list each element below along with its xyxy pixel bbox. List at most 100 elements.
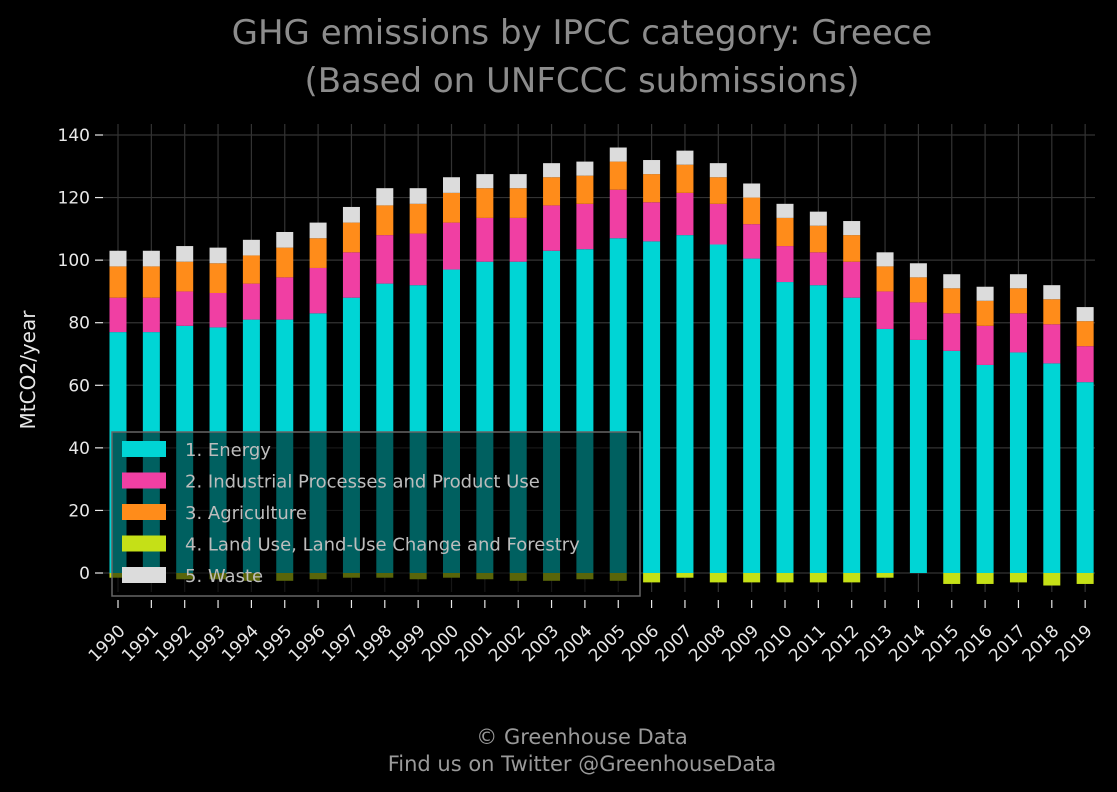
- bar-segment-4-2011: [809, 573, 827, 583]
- bar-segment-5-2005: [609, 147, 627, 162]
- x-tick-label: 2017: [985, 621, 1030, 666]
- bar-segment-3-2013: [876, 266, 894, 292]
- bar-segment-2-2012: [843, 261, 861, 298]
- bar-segment-2-1994: [242, 283, 260, 320]
- bar-segment-3-1999: [409, 203, 427, 234]
- bar-segment-3-2002: [509, 188, 527, 218]
- bar-segment-5-1992: [176, 246, 194, 262]
- bar-segment-2-2018: [1043, 324, 1061, 364]
- x-tick-label: 1991: [118, 621, 163, 666]
- bar-segment-2-2011: [809, 252, 827, 286]
- legend-label: 3. Agriculture: [185, 503, 307, 524]
- bar-segment-1-2013: [876, 328, 894, 573]
- bar-segment-3-2011: [809, 225, 827, 253]
- y-axis-label: MtCO2/year: [16, 310, 40, 430]
- x-tick-label: 2003: [518, 621, 563, 666]
- bar-segment-3-1996: [309, 238, 327, 268]
- bar-segment-5-2014: [909, 263, 927, 278]
- bar-segment-2-2010: [776, 246, 794, 283]
- legend-swatch: [122, 504, 166, 520]
- legend-box: [111, 431, 641, 597]
- bar-segment-2-1999: [409, 233, 427, 286]
- bar-segment-2-2019: [1076, 346, 1094, 383]
- bar-segment-3-2003: [543, 177, 561, 206]
- bar-segment-2-2013: [876, 291, 894, 329]
- y-tick-label: 100: [58, 251, 90, 271]
- legend-label: 1. Energy: [185, 440, 271, 461]
- x-tick-label: 1996: [285, 621, 330, 666]
- x-tick-label: 1998: [352, 621, 397, 666]
- bar-segment-5-1990: [109, 250, 127, 267]
- x-tick-label: 2014: [885, 621, 930, 666]
- bar-segment-2-1993: [209, 292, 227, 328]
- bar-segment-2-2004: [576, 203, 594, 250]
- bar-segment-5-2000: [443, 177, 460, 193]
- legend-label: 4. Land Use, Land-Use Change and Forestr…: [185, 535, 580, 556]
- bar-segment-5-2012: [843, 221, 861, 236]
- x-tick-label: 2007: [652, 621, 697, 666]
- bar-segment-1-2007: [676, 235, 694, 573]
- bar-segment-2-2002: [509, 217, 527, 262]
- legend-swatch: [122, 472, 166, 489]
- x-tick-label: 2013: [852, 621, 897, 666]
- y-tick-label: 0: [79, 564, 90, 584]
- bar-segment-5-2002: [509, 174, 527, 189]
- x-tick-label: 2009: [718, 621, 763, 666]
- x-tick-label: 1992: [151, 621, 196, 666]
- bar-segment-5-2004: [576, 161, 594, 176]
- credit-line-1: © Greenhouse Data: [476, 725, 687, 749]
- x-tick-label: 2005: [585, 621, 630, 666]
- x-tick-label: 2006: [618, 621, 663, 666]
- bar-segment-2-2000: [443, 222, 460, 270]
- bar-segment-5-2001: [476, 174, 494, 189]
- x-tick-label: 2000: [418, 621, 463, 666]
- legend: 1. Energy 2. Industrial Processes and Pro…: [111, 431, 641, 597]
- bar-segment-1-2012: [843, 297, 861, 573]
- bar-segment-2-2003: [543, 205, 561, 251]
- chart-title: GHG emissions by IPCC category: Greece: [232, 13, 933, 53]
- bar-segment-1-2017: [1009, 352, 1027, 573]
- bar-segment-5-1998: [376, 188, 394, 206]
- bar-segment-3-2012: [843, 235, 861, 262]
- bar-segment-5-2015: [943, 274, 961, 289]
- x-tick-label: 1995: [252, 621, 297, 666]
- x-tick-label: 2008: [685, 621, 730, 666]
- bar-segment-4-2015: [943, 573, 961, 584]
- x-tick-label: 2019: [1052, 621, 1097, 666]
- bar-segment-2-2014: [909, 302, 927, 340]
- bar-segment-1-2008: [709, 244, 727, 573]
- bar-segment-3-2018: [1043, 299, 1061, 325]
- bar-segment-1-2009: [743, 258, 761, 573]
- bar-segment-5-2006: [643, 160, 661, 175]
- bar-segment-3-2009: [743, 197, 761, 225]
- bar-segment-1-2010: [776, 282, 794, 573]
- bar-segment-2-2006: [643, 202, 661, 242]
- bar-segment-2-1992: [176, 291, 194, 326]
- bar-segment-4-2006: [643, 573, 661, 583]
- bar-segment-5-2019: [1076, 307, 1094, 322]
- bar-segment-3-2019: [1076, 321, 1094, 347]
- x-tick-label: 2001: [452, 621, 497, 666]
- bar-segment-2-2009: [743, 224, 761, 259]
- chart-subtitle: (Based on UNFCCC submissions): [304, 61, 859, 101]
- legend-label: 5. Waste: [185, 566, 263, 587]
- bar-segment-3-2010: [776, 217, 794, 247]
- bar-segment-2-1996: [309, 267, 327, 314]
- y-tick-label: 20: [68, 501, 90, 521]
- bar-segment-5-2017: [1009, 274, 1027, 289]
- bar-segment-2-1998: [376, 235, 394, 284]
- bar-segment-2-2007: [676, 192, 694, 236]
- bar-segment-3-2005: [609, 161, 627, 190]
- x-tick-label: 2018: [1019, 621, 1064, 666]
- bar-segment-2-1990: [109, 297, 127, 333]
- y-axis: 0 20 40 60 80 100 120 140: [58, 126, 103, 584]
- bar-segment-5-1991: [142, 250, 160, 267]
- x-tick-label: 1997: [318, 621, 363, 666]
- bar-segment-3-2007: [676, 164, 694, 193]
- bar-segment-4-2007: [676, 573, 694, 578]
- x-tick-label: 2002: [485, 621, 530, 666]
- y-tick-label: 120: [58, 189, 90, 209]
- bar-segment-1-2015: [943, 350, 961, 573]
- bar-segment-3-2001: [476, 188, 494, 218]
